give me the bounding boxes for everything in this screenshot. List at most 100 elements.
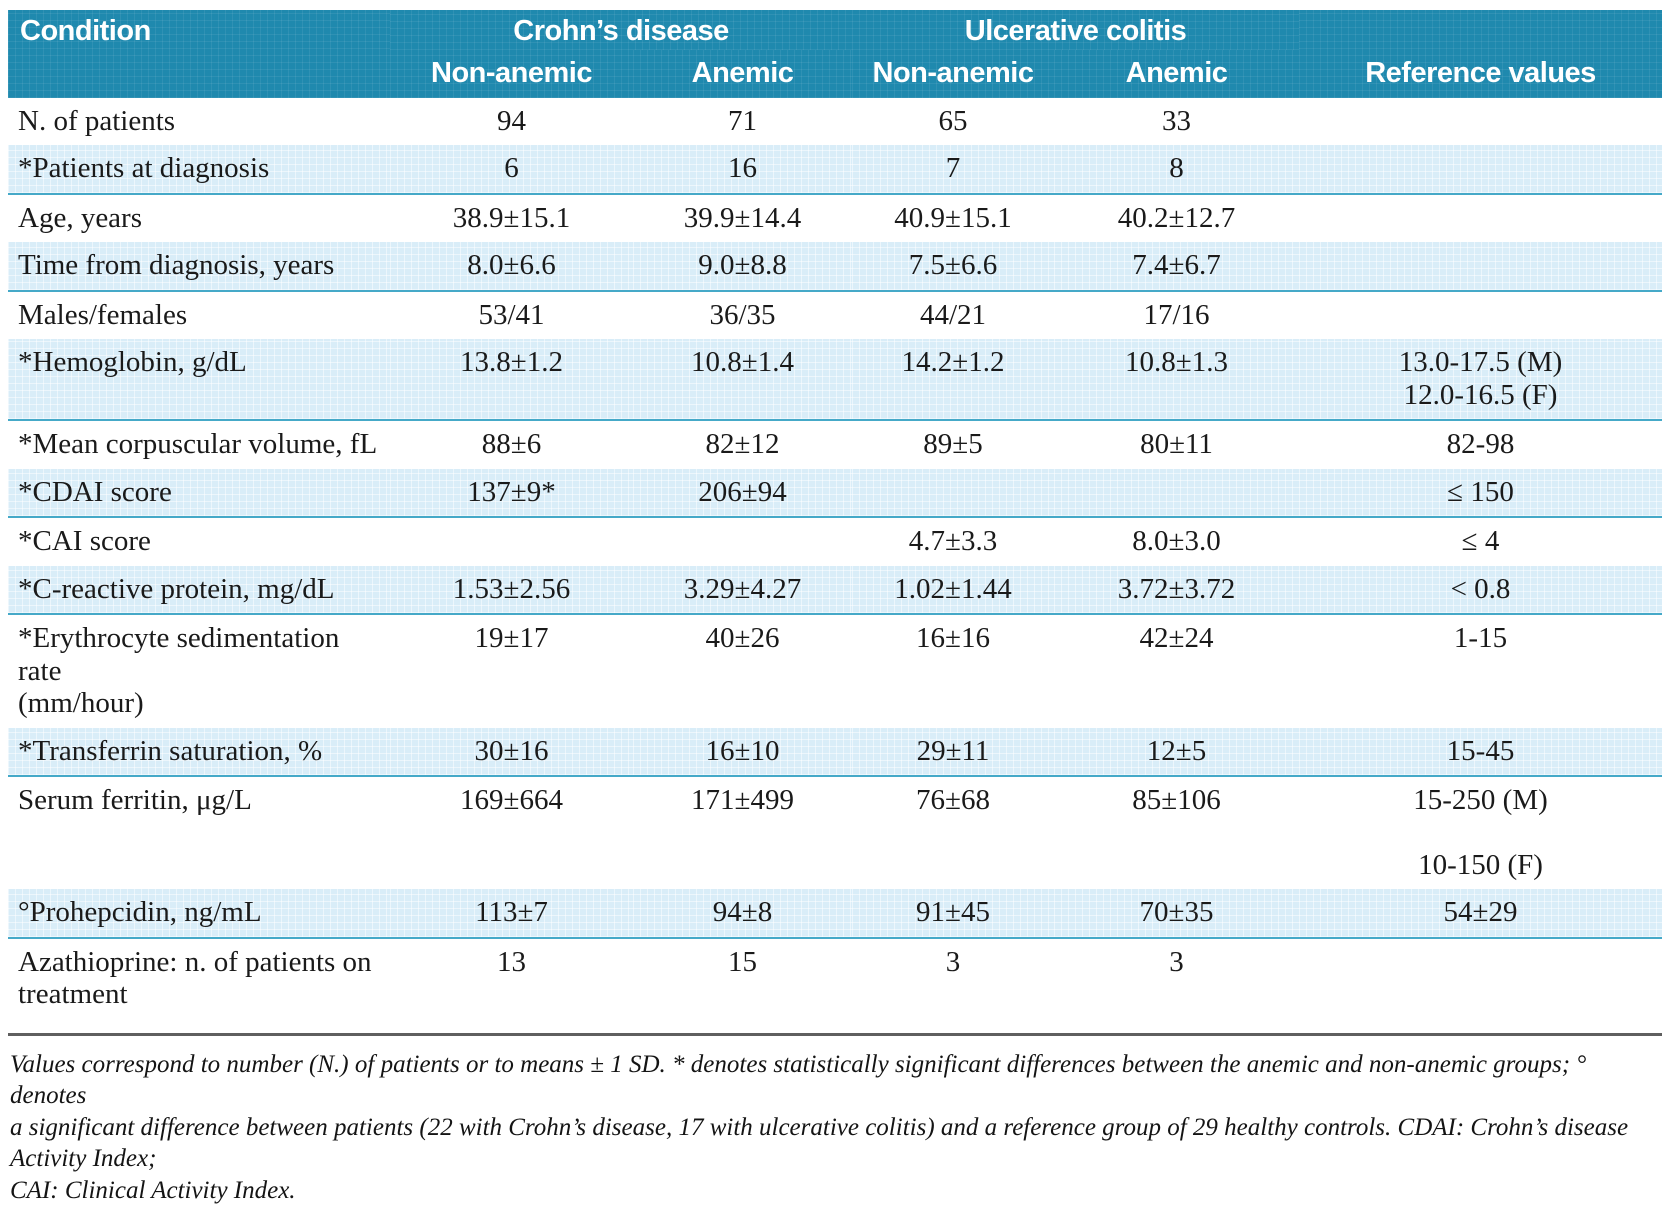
cell-cd-non-anemic: 137±9*	[390, 468, 633, 519]
cell-condition: *Hemoglobin, g/dL	[8, 339, 390, 422]
column-header-cd-anemic: Anemic	[633, 50, 853, 98]
cell-uc-non-anemic: 44/21	[852, 290, 1055, 340]
cell-uc-anemic: 12±5	[1054, 727, 1300, 778]
cell-condition: *Patients at diagnosis	[8, 145, 390, 195]
cell-reference	[1299, 290, 1663, 340]
cell-cd-anemic: 15	[633, 937, 853, 1019]
column-group-ulcerative-colitis: Ulcerative colitis	[852, 10, 1300, 50]
cell-cd-non-anemic: 169±664	[390, 776, 633, 890]
cell-uc-anemic: 8.0±3.0	[1054, 517, 1300, 566]
table-row: *Hemoglobin, g/dL 13.8±1.2 10.8±1.4 14.2±1.…	[8, 339, 1663, 422]
cell-uc-anemic: 85±106	[1054, 776, 1300, 890]
header-group-row: Condition Crohn’s disease Ulcerative col…	[8, 10, 1663, 98]
table-row: Azathioprine: n. of patients on treatmen…	[8, 937, 1663, 1019]
cell-uc-non-anemic: 91±45	[852, 889, 1055, 939]
cell-reference	[1299, 242, 1663, 292]
cell-cd-non-anemic: 8.0±6.6	[390, 242, 633, 292]
cell-cd-non-anemic: 94	[390, 98, 633, 146]
table-row: *Transferrin saturation, % 30±16 16±10 29±1…	[8, 727, 1663, 778]
cell-reference	[1299, 937, 1663, 1019]
cell-cd-anemic: 36/35	[633, 290, 853, 340]
page: Condition Crohn’s disease Ulcerative col…	[8, 10, 1663, 1204]
cell-uc-non-anemic: 7.5±6.6	[852, 242, 1055, 292]
column-header-uc-non-anemic: Non-anemic	[852, 50, 1055, 98]
cell-condition: *CDAI score	[8, 468, 390, 519]
cell-uc-non-anemic: 14.2±1.2	[852, 339, 1055, 422]
table-row: *Patients at diagnosis 6 16 7 8	[8, 145, 1663, 195]
column-group-crohns-disease: Crohn’s disease	[390, 10, 853, 50]
table-row: *Mean corpuscular volume, fL 88±6 82±12 89±…	[8, 420, 1663, 469]
cell-condition: *Transferrin saturation, %	[8, 727, 390, 778]
cell-condition: *CAI score	[8, 517, 390, 566]
cell-cd-non-anemic: 13.8±1.2	[390, 339, 633, 422]
cell-condition: Serum ferritin, μg/L	[8, 776, 390, 890]
cell-cd-anemic: 40±26	[633, 614, 853, 728]
cell-cd-non-anemic: 13	[390, 937, 633, 1019]
cell-uc-non-anemic: 3	[852, 937, 1055, 1019]
cell-reference: ≤ 4	[1299, 517, 1663, 566]
cell-cd-non-anemic	[390, 517, 633, 566]
cell-reference: ≤ 150	[1299, 468, 1663, 519]
cell-cd-anemic: 171±499	[633, 776, 853, 890]
cell-cd-anemic: 94±8	[633, 889, 853, 939]
cell-uc-anemic: 17/16	[1054, 290, 1300, 340]
cell-reference: 15-45	[1299, 727, 1663, 778]
cell-reference: 1-15	[1299, 614, 1663, 728]
table-row: *CDAI score 137±9* 206±94 ≤ 150	[8, 468, 1663, 519]
cell-uc-anemic: 33	[1054, 98, 1300, 146]
cell-condition: *Mean corpuscular volume, fL	[8, 420, 390, 469]
cell-uc-non-anemic: 65	[852, 98, 1055, 146]
table-footnote: Values correspond to number (N.) of pati…	[10, 1050, 1629, 1204]
cell-cd-anemic: 71	[633, 98, 853, 146]
table-body: N. of patients 94 71 65 33 *Patients at diagn…	[8, 98, 1663, 1019]
cell-cd-non-anemic: 6	[390, 145, 633, 195]
cell-uc-non-anemic: 89±5	[852, 420, 1055, 469]
cell-condition: N. of patients	[8, 98, 390, 146]
cell-cd-anemic: 82±12	[633, 420, 853, 469]
table-row: °Prohepcidin, ng/mL 113±7 94±8 91±45 70±35 54…	[8, 889, 1663, 939]
cell-uc-non-anemic: 16±16	[852, 614, 1055, 728]
column-header-condition: Condition	[8, 10, 390, 98]
cell-cd-non-anemic: 19±17	[390, 614, 633, 728]
cell-uc-anemic: 3.72±3.72	[1054, 565, 1300, 616]
cell-cd-anemic: 39.9±14.4	[633, 193, 853, 243]
cell-cd-anemic: 10.8±1.4	[633, 339, 853, 422]
cell-uc-non-anemic: 1.02±1.44	[852, 565, 1055, 616]
cell-condition: *C-reactive protein, mg/dL	[8, 565, 390, 616]
cell-uc-non-anemic: 40.9±15.1	[852, 193, 1055, 243]
cell-cd-non-anemic: 88±6	[390, 420, 633, 469]
table-row: Males/females 53/41 36/35 44/21 17/16	[8, 290, 1663, 340]
cell-uc-anemic: 40.2±12.7	[1054, 193, 1300, 243]
cell-uc-non-anemic: 29±11	[852, 727, 1055, 778]
footnote-divider	[8, 1032, 1662, 1036]
cell-condition: Age, years	[8, 193, 390, 243]
cell-reference: 13.0-17.5 (M) 12.0-16.5 (F)	[1299, 339, 1663, 422]
cell-cd-non-anemic: 30±16	[390, 727, 633, 778]
cell-cd-non-anemic: 1.53±2.56	[390, 565, 633, 616]
table-row: *CAI score 4.7±3.3 8.0±3.0 ≤ 4	[8, 517, 1663, 566]
cell-uc-non-anemic: 4.7±3.3	[852, 517, 1055, 566]
table-row: *C-reactive protein, mg/dL 1.53±2.56 3.29±…	[8, 565, 1663, 616]
cell-uc-anemic	[1054, 468, 1300, 519]
cell-condition: °Prohepcidin, ng/mL	[8, 889, 390, 939]
column-header-cd-non-anemic: Non-anemic	[390, 50, 633, 98]
cell-uc-anemic: 8	[1054, 145, 1300, 195]
cell-cd-non-anemic: 53/41	[390, 290, 633, 340]
cell-condition: Azathioprine: n. of patients on treatmen…	[8, 937, 390, 1019]
cell-cd-anemic: 3.29±4.27	[633, 565, 853, 616]
table-row: N. of patients 94 71 65 33	[8, 98, 1663, 146]
cell-cd-non-anemic: 38.9±15.1	[390, 193, 633, 243]
cell-cd-anemic	[633, 517, 853, 566]
cell-reference	[1299, 145, 1663, 195]
cell-uc-anemic: 3	[1054, 937, 1300, 1019]
cell-uc-non-anemic	[852, 468, 1055, 519]
patient-characteristics-table: Condition Crohn’s disease Ulcerative col…	[8, 10, 1663, 1019]
cell-cd-anemic: 206±94	[633, 468, 853, 519]
cell-uc-anemic: 80±11	[1054, 420, 1300, 469]
cell-reference: < 0.8	[1299, 565, 1663, 616]
cell-cd-non-anemic: 113±7	[390, 889, 633, 939]
column-header-uc-anemic: Anemic	[1054, 50, 1300, 98]
table-header: Condition Crohn’s disease Ulcerative col…	[8, 10, 1663, 98]
column-header-reference-values: Reference values	[1299, 10, 1663, 98]
cell-reference: 15-250 (M) 10-150 (F)	[1299, 776, 1663, 890]
